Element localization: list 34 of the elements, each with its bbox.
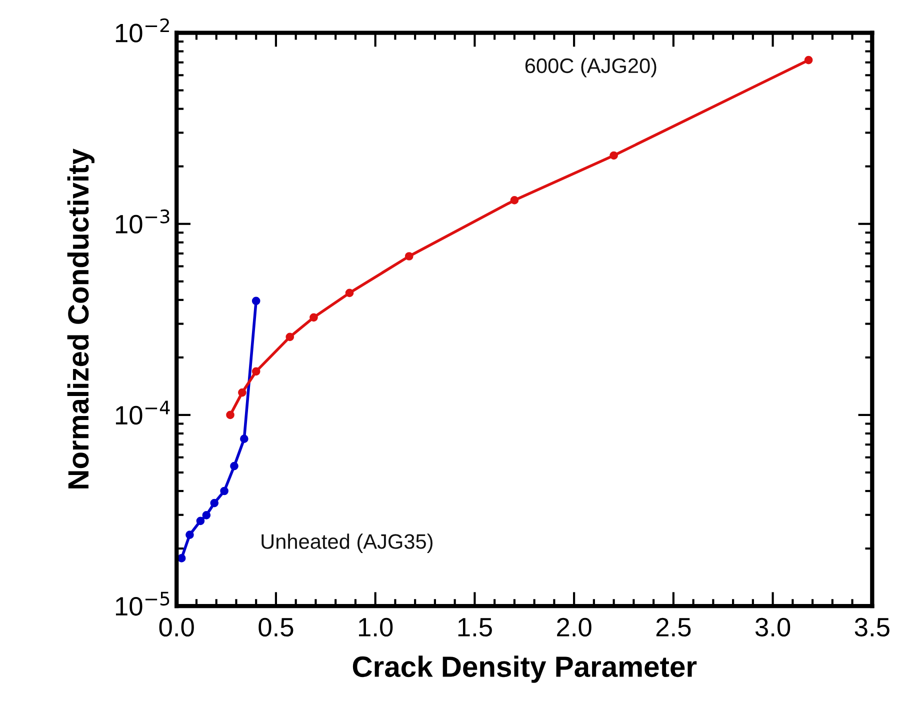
point: [252, 296, 260, 306]
x-tick-label: 3.0: [755, 618, 790, 637]
point: [220, 486, 228, 496]
point: [240, 434, 248, 444]
text: 600C (AJG20): [525, 58, 656, 78]
point: [610, 151, 618, 160]
x-tick-label: 2.5: [656, 618, 691, 637]
point: [510, 196, 519, 204]
x-tick-label: 3.5: [854, 618, 890, 637]
point: [202, 510, 211, 520]
point: [252, 367, 260, 376]
x-tick-label: 0.0: [159, 618, 194, 637]
text: Unheated (AJG35): [262, 534, 432, 554]
y-axis-title: Normalized Conductivity: [67, 148, 94, 488]
point: [186, 530, 194, 539]
point: [226, 410, 234, 420]
y-tick-label: 10$^{−5}$: [116, 592, 170, 616]
x-tick-label: 0.5: [258, 618, 294, 637]
x-tick-label: 2.0: [557, 618, 592, 637]
point: [238, 388, 246, 397]
y-tick-label: 10$^{−4}$: [116, 400, 170, 425]
point: [404, 252, 414, 260]
y-tick-label: 10$^{−3}$: [116, 209, 170, 234]
x-tick-label: 1.0: [359, 618, 393, 637]
point: [310, 313, 318, 322]
point: [230, 462, 238, 470]
point: [286, 332, 294, 342]
point: [345, 288, 354, 298]
y-tick-label: 10$^{−2}$: [116, 18, 169, 42]
point: [804, 56, 813, 64]
point: [196, 516, 205, 526]
x-tick-label: 1.5: [458, 618, 492, 637]
x-axis-title: Crack Density Parameter: [352, 656, 697, 683]
point: [210, 498, 219, 508]
